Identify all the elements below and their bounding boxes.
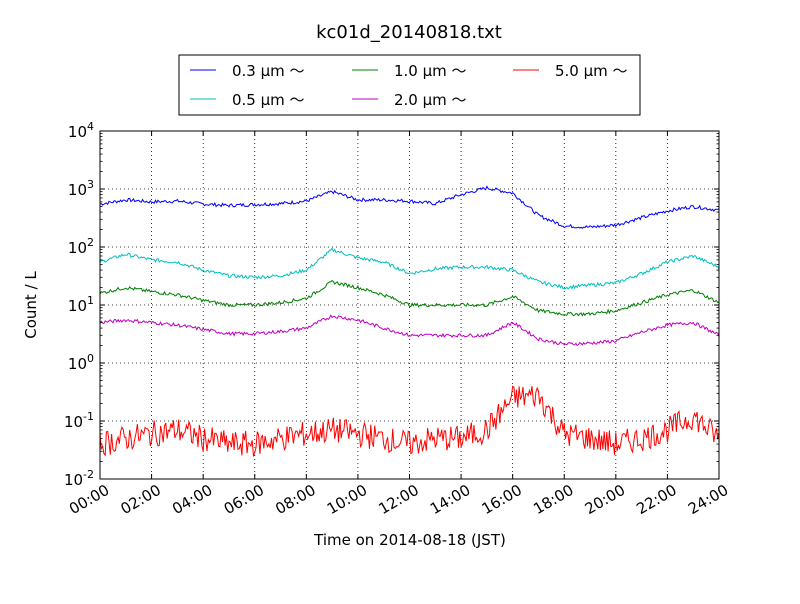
plot-area: 00:00 02:00 04:00 06:00 08:00 10:00 12:00 14:00…	[64, 120, 731, 518]
y-tick-label: 101	[68, 294, 94, 315]
y-tick-label: 10-2	[64, 468, 94, 489]
x-tick-label: 20:00	[582, 481, 628, 518]
legend-label: 0.3 μm ～	[232, 62, 305, 80]
legend-label: 1.0 μm ～	[394, 62, 467, 80]
legend-label: 5.0 μm ～	[555, 62, 628, 80]
y-tick-label: 10-1	[64, 410, 94, 431]
series-line	[99, 314, 720, 347]
series-line	[99, 385, 720, 457]
plot-background	[100, 131, 719, 479]
x-tick-label: 14:00	[427, 481, 473, 518]
x-tick-label: 06:00	[221, 481, 267, 518]
x-tick-label: 04:00	[169, 481, 215, 518]
x-tick-label: 08:00	[272, 481, 318, 518]
legend: 0.3 μm ～ 0.5 μm ～ 1.0 μm ～ 2.0 μm ～ 5.0 μm ～	[178, 54, 641, 116]
y-tick-label: 100	[68, 352, 94, 373]
x-tick-label: 12:00	[375, 481, 421, 518]
y-tick-label: 102	[68, 236, 94, 257]
series-line	[99, 279, 720, 317]
y-axis-label: Count / L	[22, 271, 40, 339]
series-group	[99, 185, 720, 457]
series-line	[99, 247, 720, 290]
legend-label: 2.0 μm ～	[394, 91, 467, 109]
x-tick-label: 22:00	[633, 481, 679, 518]
legend-box	[178, 54, 641, 116]
x-tick-label: 02:00	[118, 481, 164, 518]
x-tick-label: 10:00	[324, 481, 370, 518]
x-tick-label: 16:00	[479, 481, 525, 518]
chart-title: kc01d_20140818.txt	[316, 22, 502, 43]
legend-label: 0.5 μm ～	[232, 91, 305, 109]
x-tick-label: 24:00	[685, 481, 731, 518]
series-line	[99, 185, 720, 229]
x-tick-label: 18:00	[530, 481, 576, 518]
y-tick-label: 104	[68, 120, 94, 141]
y-tick-label: 103	[68, 178, 94, 199]
x-axis-label: Time on 2014-08-18 (JST)	[313, 531, 506, 549]
